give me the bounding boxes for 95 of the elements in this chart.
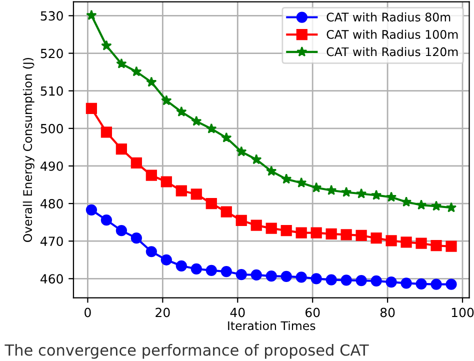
- point: [370, 232, 382, 244]
- point: [340, 229, 352, 240]
- point: [221, 132, 232, 142]
- point: [340, 274, 352, 286]
- point: [190, 188, 202, 200]
- point: [266, 222, 277, 234]
- point: [370, 275, 382, 286]
- legend-label: CAT with Radius 100m: [326, 30, 458, 39]
- point: [356, 188, 367, 198]
- point: [176, 260, 187, 272]
- point: [310, 227, 322, 238]
- point: [356, 230, 367, 242]
- point: [236, 214, 247, 226]
- point: [446, 278, 457, 290]
- legend-label: CAT with Radius 120m: [326, 47, 458, 56]
- point: [280, 270, 292, 282]
- point: [416, 278, 427, 290]
- point: [190, 263, 202, 274]
- point: [220, 206, 232, 218]
- point: [356, 274, 367, 286]
- point: [116, 144, 127, 155]
- point: [266, 270, 277, 282]
- point: [400, 236, 412, 248]
- point: [131, 66, 142, 76]
- point: [130, 157, 142, 169]
- point: [86, 10, 97, 20]
- point: [250, 269, 262, 280]
- text: The convergence performance of proposed CAT: [4, 344, 369, 359]
- point: [100, 126, 112, 138]
- point: [220, 266, 232, 278]
- x-tick-label: 100: [452, 308, 474, 318]
- legend-label: CAT with Radius 80m: [326, 12, 450, 22]
- y-tick-label: 460: [40, 274, 63, 284]
- point: [146, 246, 157, 258]
- point: [146, 170, 157, 181]
- point: [176, 106, 187, 116]
- x-tick-label: 40: [230, 308, 245, 318]
- x-tick-label: 20: [156, 308, 170, 318]
- point: [296, 177, 307, 188]
- point: [191, 116, 202, 126]
- point: [161, 95, 172, 106]
- point: [446, 202, 457, 212]
- point: [281, 174, 292, 184]
- point: [430, 240, 442, 252]
- y-tick-label: 530: [40, 11, 63, 21]
- point: [266, 166, 277, 176]
- point: [326, 274, 337, 286]
- x-tick-label: 60: [306, 308, 320, 318]
- point: [280, 225, 292, 236]
- point: [310, 273, 322, 284]
- point: [386, 192, 397, 202]
- y-tick-label: 470: [40, 236, 63, 246]
- point: [100, 214, 112, 226]
- point: [296, 272, 307, 283]
- point: [116, 58, 127, 68]
- point: [416, 199, 427, 210]
- point: [101, 40, 112, 50]
- point: [146, 76, 157, 87]
- y-tick-label: 480: [40, 199, 63, 208]
- y-axis-title: Overall Energy Consumption (J): [22, 58, 34, 242]
- point: [116, 225, 127, 236]
- point: [206, 264, 217, 276]
- point: [326, 184, 337, 196]
- point: [86, 204, 98, 216]
- point: [160, 254, 172, 266]
- point: [130, 232, 142, 244]
- point: [236, 146, 247, 156]
- y-tick-label: 510: [40, 86, 63, 96]
- y-tick-label: 490: [40, 161, 63, 171]
- point: [430, 200, 442, 211]
- point: [251, 154, 262, 164]
- point: [341, 186, 352, 197]
- y-tick-label: 500: [40, 124, 63, 134]
- point: [296, 227, 307, 238]
- point: [326, 228, 337, 240]
- x-axis-title: Iteration Times: [228, 321, 316, 330]
- x-tick-label: 0: [84, 308, 91, 318]
- point: [236, 268, 247, 280]
- point: [400, 196, 412, 207]
- point: [206, 198, 217, 210]
- point: [430, 278, 442, 290]
- point: [386, 235, 397, 246]
- point: [250, 220, 262, 231]
- point: [370, 190, 382, 200]
- y-tick-label: 520: [40, 48, 63, 58]
- point: [160, 176, 172, 188]
- point: [86, 102, 98, 114]
- point: [176, 185, 187, 196]
- point: [416, 238, 427, 249]
- point: [400, 278, 412, 289]
- x-tick-label: 80: [380, 308, 395, 318]
- point: [311, 182, 322, 192]
- point: [386, 276, 397, 288]
- point: [206, 123, 217, 134]
- point: [446, 240, 457, 252]
